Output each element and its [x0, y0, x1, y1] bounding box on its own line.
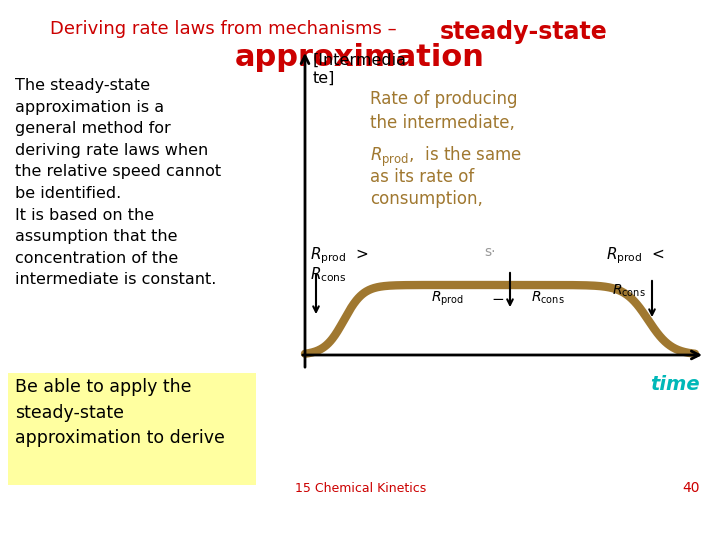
Text: consumption,: consumption,: [370, 190, 483, 208]
Text: steady-state: steady-state: [440, 20, 608, 44]
FancyBboxPatch shape: [8, 373, 256, 485]
Text: time: time: [650, 375, 700, 394]
Text: s·: s·: [485, 245, 496, 259]
Text: [Intermedia
te]: [Intermedia te]: [313, 53, 407, 85]
Text: Rate of producing
the intermediate,: Rate of producing the intermediate,: [370, 90, 518, 132]
Text: 40: 40: [683, 481, 700, 495]
Text: $\mathit{R}_{\mathrm{prod}}$,  is the same: $\mathit{R}_{\mathrm{prod}}$, is the sam…: [370, 145, 522, 169]
Text: $-$: $-$: [492, 290, 505, 305]
Text: $R_{\mathrm{prod}}$: $R_{\mathrm{prod}}$: [431, 290, 464, 308]
Text: The steady-state
approximation is a
general method for
deriving rate laws when
t: The steady-state approximation is a gene…: [15, 78, 221, 287]
Text: $R_{\mathrm{prod}}$  >: $R_{\mathrm{prod}}$ >: [310, 245, 369, 266]
Text: 15 Chemical Kinetics: 15 Chemical Kinetics: [295, 482, 426, 495]
Text: $R_{\mathrm{cons}}$: $R_{\mathrm{cons}}$: [531, 290, 565, 306]
Text: $R_{\mathrm{cons}}$: $R_{\mathrm{cons}}$: [310, 265, 347, 284]
Text: as its rate of: as its rate of: [370, 168, 474, 186]
Text: $R_{\mathrm{cons}}$: $R_{\mathrm{cons}}$: [612, 283, 646, 299]
Text: $R_{\mathrm{prod}}$  <: $R_{\mathrm{prod}}$ <: [606, 245, 665, 266]
Text: approximation: approximation: [235, 43, 485, 72]
Text: Be able to apply the
steady-state
approximation to derive: Be able to apply the steady-state approx…: [15, 378, 225, 448]
Text: Deriving rate laws from mechanisms –: Deriving rate laws from mechanisms –: [50, 20, 402, 38]
